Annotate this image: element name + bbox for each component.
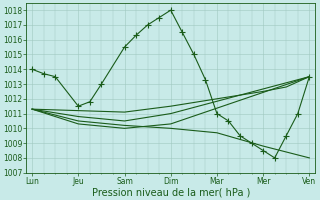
X-axis label: Pression niveau de la mer( hPa ): Pression niveau de la mer( hPa ) (92, 187, 250, 197)
